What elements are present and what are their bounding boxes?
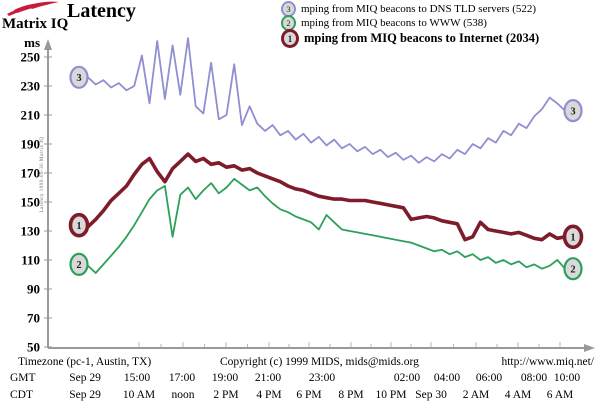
matrix-iq-logo: Matrix IQ <box>2 16 69 32</box>
time-label: 23:00 <box>308 372 336 384</box>
time-label: 08:00 <box>520 372 548 384</box>
series-line-dns-tld <box>87 37 566 164</box>
y-tick-label: 150 <box>21 195 41 210</box>
x-axis-arrow-icon <box>584 344 595 352</box>
legend-label: mping from MIQ beacons to WWW (538) <box>301 17 487 29</box>
time-label: 04:00 <box>433 372 461 384</box>
marker-number: 1 <box>570 233 575 244</box>
time-label: 17:00 <box>168 372 196 384</box>
axis-watermark: Latency 1999-09-30 Matrix IQ <box>40 136 45 213</box>
time-label: 10:00 <box>553 372 581 384</box>
page-title: Latency <box>67 0 136 22</box>
time-label: 2 AM <box>462 389 490 401</box>
y-tick-label: 110 <box>21 253 40 268</box>
y-tick-label: 190 <box>21 137 41 152</box>
legend-label: mping from MIQ beacons to Internet (2034… <box>304 31 540 45</box>
time-label: 8 PM <box>338 389 364 401</box>
legend: 3 mping from MIQ beacons to DNS TLD serve… <box>281 1 540 48</box>
series-line-internet <box>86 152 567 242</box>
y-tick-label: 130 <box>21 224 41 239</box>
y-tick-label: 230 <box>21 79 41 94</box>
time-label: 4 PM <box>256 389 282 401</box>
y-axis-unit: ms <box>24 35 40 50</box>
marker-number: 2 <box>570 265 575 276</box>
end-marker-1 <box>562 224 584 250</box>
end-marker-3 <box>563 99 583 123</box>
matrix-iq-swoosh-icon <box>7 1 59 16</box>
y-tick-label: 70 <box>27 311 40 326</box>
y-tick-label: 50 <box>27 340 40 355</box>
time-label: 10 AM <box>122 389 156 401</box>
time-label: Sep 30 <box>415 389 447 401</box>
y-tick-label: 250 <box>21 50 41 65</box>
time-label: 6 AM <box>546 389 574 401</box>
legend-marker-1: 1 <box>281 29 299 48</box>
legend-label: mping from MIQ beacons to DNS TLD server… <box>301 3 537 15</box>
marker-number: 3 <box>570 106 575 117</box>
time-label: 02:00 <box>393 372 421 384</box>
y-tick-label: 90 <box>27 282 40 297</box>
marker-number: 1 <box>76 221 81 232</box>
start-marker-3 <box>69 65 89 89</box>
marker-number: 2 <box>76 260 81 271</box>
time-row-header-cdt: CDT <box>10 389 33 401</box>
series-line-www <box>87 177 566 274</box>
gmt-time-row: GMT Sep 29 15:00 17:00 19:00 21:00 23:00 02:00 0… <box>0 372 600 386</box>
time-label: 21:00 <box>254 372 282 384</box>
copyright-text: Copyright (c) 1999 MIDS, mids@mids.org <box>220 356 419 368</box>
cdt-time-row: CDT Sep 29 10 AM noon 2 PM 4 PM 6 PM 8 PM 10 PM S… <box>0 389 600 403</box>
timezone-note: Timezone (pc-1, Austin, TX) <box>18 356 152 368</box>
time-label: Sep 29 <box>69 372 101 384</box>
legend-item-internet: 1 mping from MIQ beacons to Internet (203… <box>281 29 540 48</box>
time-label: 10 PM <box>375 389 407 401</box>
time-label: noon <box>171 389 195 401</box>
y-axis-arrow-icon <box>44 39 52 50</box>
time-label: 4 AM <box>504 389 532 401</box>
site-url: http://www.miq.net/ <box>501 356 594 368</box>
time-label: Sep 29 <box>69 389 101 401</box>
start-marker-2 <box>69 252 89 276</box>
end-marker-2 <box>563 257 583 281</box>
y-tick-label: 210 <box>21 108 41 123</box>
marker-number: 3 <box>76 73 81 84</box>
time-row-header-gmt: GMT <box>10 372 36 384</box>
time-label: 6 PM <box>296 389 322 401</box>
time-label: 06:00 <box>475 372 503 384</box>
time-label: 2 PM <box>213 389 239 401</box>
time-label: 19:00 <box>211 372 239 384</box>
start-marker-1 <box>68 212 90 238</box>
y-tick-label: 170 <box>21 166 41 181</box>
time-label: 15:00 <box>123 372 151 384</box>
